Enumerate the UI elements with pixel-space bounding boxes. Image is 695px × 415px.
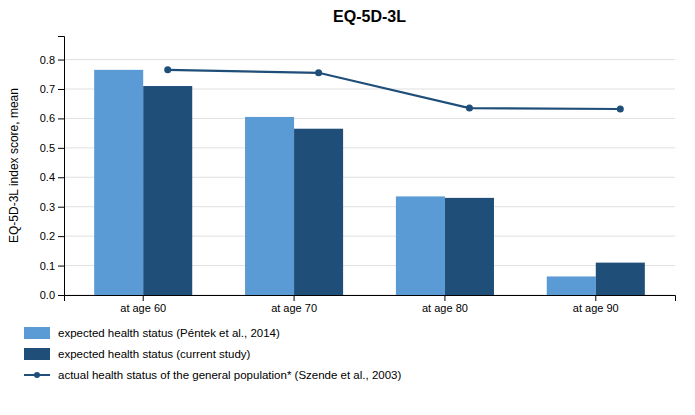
y-tick: 0.0 [40, 289, 64, 301]
y-tick-mark [58, 295, 64, 296]
marker [315, 69, 322, 76]
y-tick-mark [58, 266, 64, 267]
title: EQ-5D-3L [333, 8, 406, 25]
line [168, 70, 621, 109]
x-tick: at age 80 [422, 295, 468, 314]
bar [294, 129, 343, 295]
bar-series [94, 70, 596, 295]
y-tick-mark [58, 177, 64, 178]
bar [94, 70, 143, 295]
grid [64, 60, 675, 295]
y-tick: 0.4 [40, 171, 64, 183]
x-tick-mark [595, 295, 596, 301]
legend-marker [34, 372, 40, 378]
marker [164, 66, 171, 73]
x-tick-label: at age 70 [271, 302, 317, 314]
y-tick-mark [58, 148, 64, 149]
bar [596, 263, 645, 295]
grid-line [64, 59, 675, 60]
y-tick-mark [58, 60, 64, 61]
x-tick-label: at age 90 [573, 302, 619, 314]
legend-item: expected health status (current study) [24, 348, 251, 360]
x-tick-label: at age 60 [120, 302, 166, 314]
legend-label: actual health status of the general popu… [58, 369, 401, 381]
bar [245, 117, 294, 295]
y-tick-mark [58, 236, 64, 237]
bar [396, 196, 445, 295]
y-tick-label: 0.6 [40, 112, 55, 124]
y-tick-label: 0.5 [40, 142, 55, 154]
legend-item: actual health status of the general popu… [24, 369, 401, 381]
bar [143, 86, 192, 295]
y-tick-mark [58, 89, 64, 90]
marker [466, 105, 473, 112]
y-tick: 0.1 [40, 260, 64, 272]
chart: 0.00.10.20.30.40.50.60.70.8at age 60at a… [0, 0, 695, 415]
line-series [164, 66, 624, 112]
y-tick-label: 0.4 [40, 171, 55, 183]
y-tick: 0.7 [40, 83, 64, 95]
y-tick-label: 0.8 [40, 54, 55, 66]
y-tick-label: 0.3 [40, 201, 55, 213]
y-tick-label: 0.1 [40, 260, 55, 272]
y-tick: 0.6 [40, 112, 64, 124]
legend-item: expected health status (Péntek et al., 2… [24, 327, 280, 339]
x-tick: at age 60 [120, 295, 166, 314]
legend-swatch [24, 327, 50, 339]
x-tick-mark [444, 295, 445, 301]
y-axis-line [58, 37, 65, 296]
y-tick: 0.3 [40, 201, 64, 213]
legend-swatch [24, 348, 50, 360]
x-tick-mark [143, 295, 144, 301]
y-tick-label: 0.0 [40, 289, 55, 301]
y-axis: 0.0 0.1 0.2 0.3 0.4 0.5 0.6 0.7 0.8 [40, 37, 65, 302]
x-axis-line [65, 296, 676, 302]
plot-area [94, 66, 645, 295]
x-axis: at age 60 at age 70 at age 80 at age 90 [65, 295, 676, 314]
x-tick-label: at age 80 [422, 302, 468, 314]
y-tick: 0.2 [40, 230, 64, 242]
legend: expected health status (Péntek et al., 2… [24, 327, 401, 381]
legend-label: expected health status (current study) [58, 348, 251, 360]
bar-series [143, 86, 645, 295]
bar [547, 276, 596, 295]
x-tick: at age 70 [271, 295, 317, 314]
y-tick: 0.8 [40, 54, 64, 66]
y-tick: 0.5 [40, 142, 64, 154]
y-tick-mark [58, 118, 64, 119]
y-tick-label: 0.2 [40, 230, 55, 242]
x-tick: at age 90 [573, 295, 619, 314]
y-tick-mark [58, 207, 64, 208]
x-tick-mark [294, 295, 295, 301]
y-axis-title: EQ-5D-3L index score, mean [7, 88, 21, 243]
y-tick-label: 0.7 [40, 83, 55, 95]
legend-label: expected health status (Péntek et al., 2… [58, 327, 280, 339]
marker [617, 105, 624, 112]
bar [445, 198, 494, 295]
